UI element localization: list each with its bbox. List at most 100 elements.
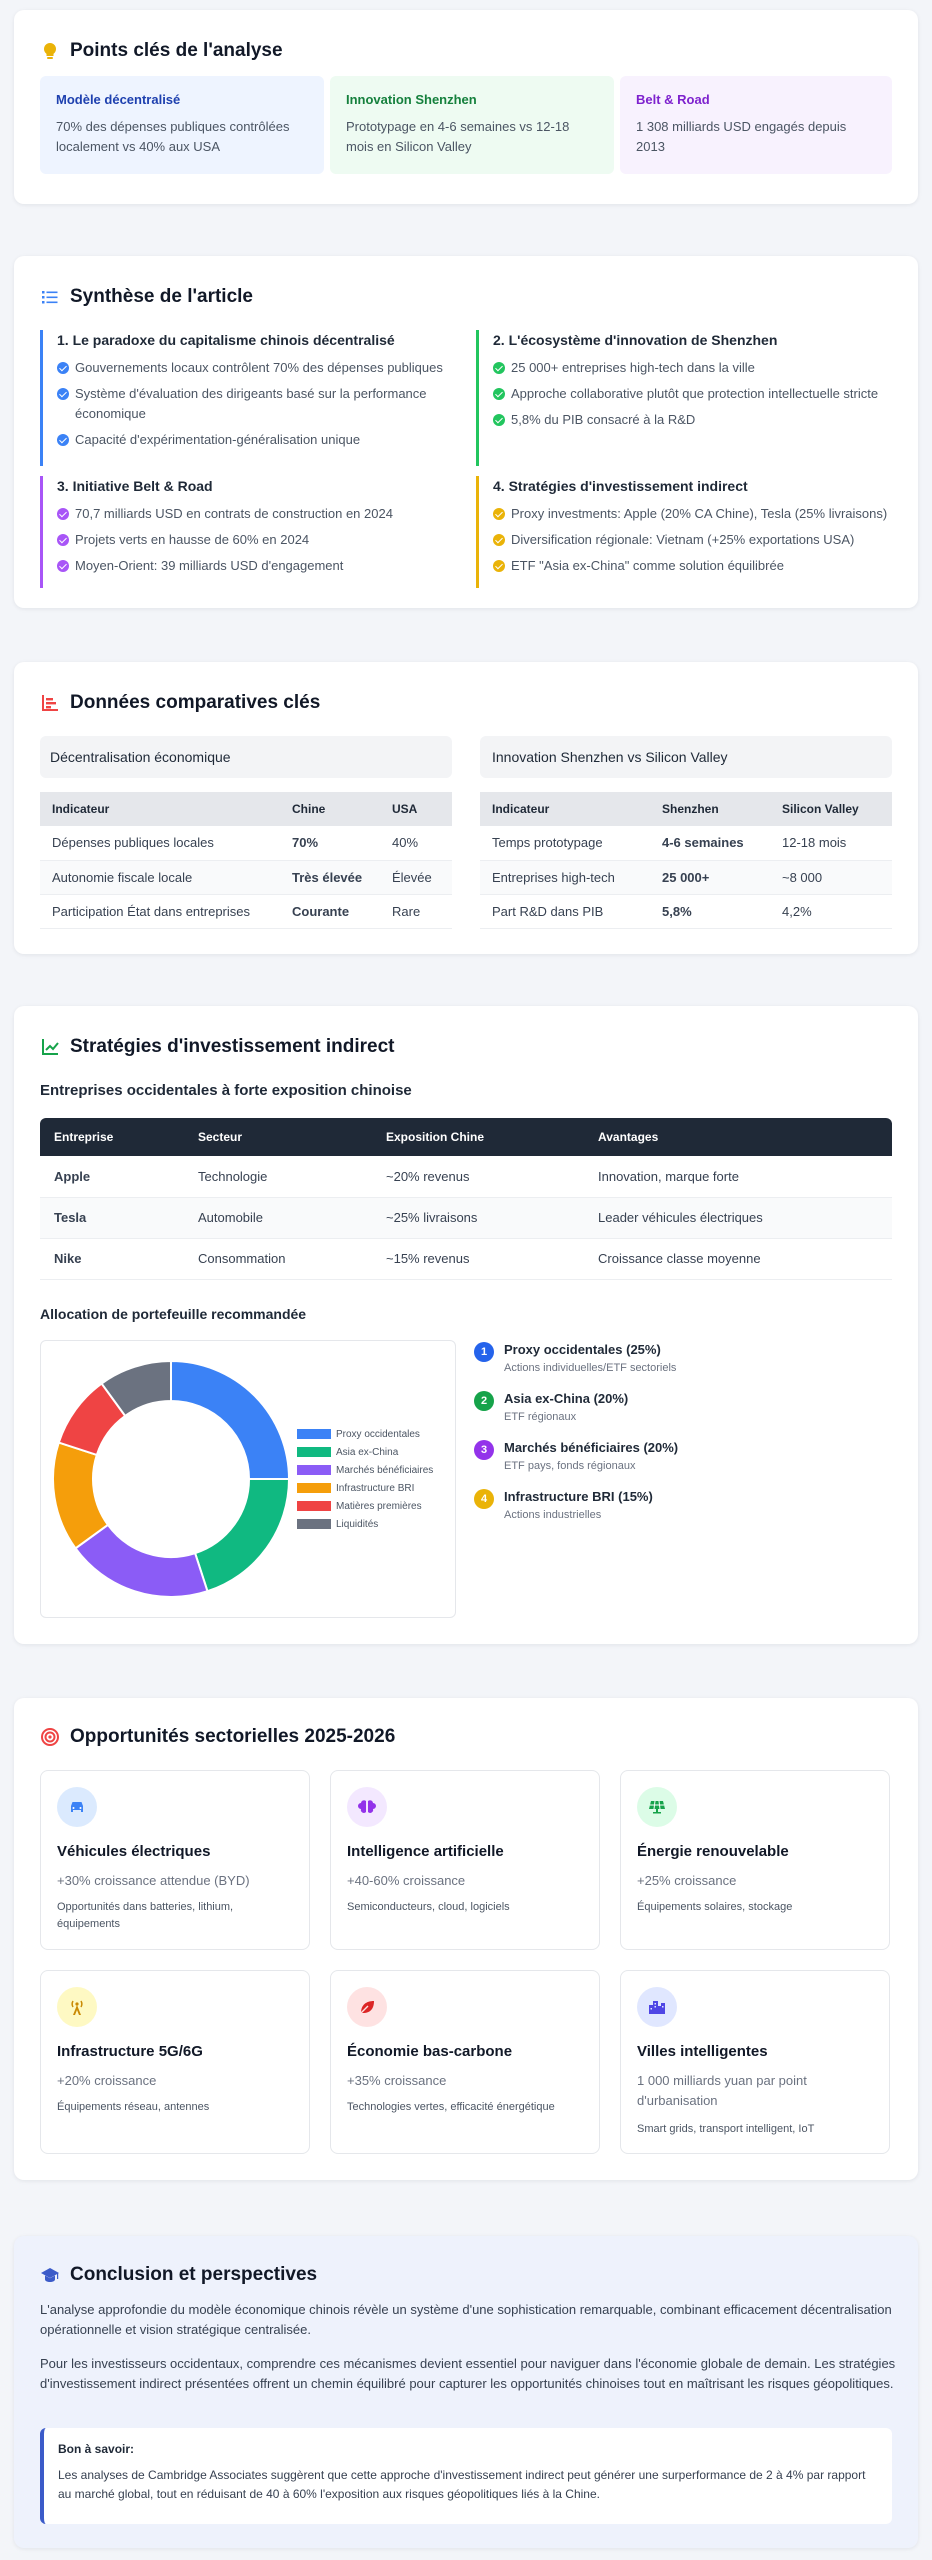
list-item: Moyen-Orient: 39 milliards USD d'engagem… [57,556,452,576]
table-header-row: Indicateur Shenzhen Silicon Valley [480,792,892,826]
table-cell: Autonomie fiscale locale [40,860,280,895]
allocation-item-title: Asia ex-China (20%) [504,1391,629,1406]
list-item: 70,7 milliards USD en contrats de constr… [57,504,452,524]
check-icon [493,508,505,520]
legend-item[interactable]: Asia ex-China [297,1443,433,1461]
key-points-card: Points clés de l'analyse Modèle décentra… [14,10,918,204]
table-cell: ~15% revenus [372,1238,584,1280]
legend-swatch [297,1447,331,1457]
list-item: Approche collaborative plutôt que protec… [493,384,888,404]
column-header: USA [380,792,452,826]
allocation-item-title: Marchés bénéficiaires (20%) [504,1440,679,1455]
synthesis-section-shenzhen: 2. L'écosystème d'innovation de Shenzhen… [476,330,888,466]
table-cell: Temps prototypage [480,826,650,861]
list-item: Gouvernements locaux contrôlent 70% des … [57,358,452,378]
section-title: 3. Initiative Belt & Road [57,478,213,494]
legend-label: Matières premières [336,1500,422,1512]
key-point-shenzhen: Innovation Shenzhen Prototypage en 4-6 s… [330,76,614,174]
legend-item[interactable]: Marchés bénéficiaires [297,1461,433,1479]
opportunity-icon-wrap [347,1987,387,2027]
opportunity-growth: +30% croissance attendue (BYD) [57,1873,250,1888]
strategies-header: Stratégies d'investissement indirect [40,1036,394,1058]
allocation-item-desc: ETF régionaux [504,1411,577,1423]
legend-swatch [297,1501,331,1511]
table-cell: Part R&D dans PIB [480,894,650,929]
allocation-chart-container: Proxy occidentales Asia ex-China Marchés b… [40,1340,456,1618]
key-point-text: Prototypage en 4-6 semaines vs 12-18 moi… [346,119,570,154]
table-cell: Rare [380,894,452,929]
list-item: Projets verts en hausse de 60% en 2024 [57,530,452,550]
opportunity-title: Véhicules électriques [57,1843,211,1860]
leaf-icon [359,2001,374,2015]
step-number: 3 [474,1440,494,1460]
column-header: Chine [280,792,380,826]
check-icon [57,388,69,400]
opportunity-card: Intelligence artificielle +40-60% croiss… [330,1770,600,1950]
opportunity-icon-wrap [57,1987,97,2027]
allocation-item-title: Proxy occidentales (25%) [504,1342,661,1357]
table-cell: Tesla [40,1197,184,1239]
table-cell: Participation État dans entreprises [40,894,280,929]
check-icon [57,560,69,572]
table-row: Autonomie fiscale locale Très élevée Élevé… [40,860,452,895]
broadcast-tower-icon [71,2000,83,2015]
list-item: 25 000+ entreprises high-tech dans la vi… [493,358,888,378]
opportunity-title: Infrastructure 5G/6G [57,2043,203,2060]
opportunity-title: Intelligence artificielle [347,1843,504,1860]
table-row: Part R&D dans PIB 5,8% 4,2% [480,894,892,929]
allocation-donut-chart [52,1359,291,1598]
donut-slice-march-s-b-n-ficiaires[interactable] [74,1523,209,1598]
step-number: 1 [474,1342,494,1362]
column-header: Secteur [184,1118,372,1156]
opportunity-detail: Smart grids, transport intelligent, IoT [637,2123,815,2135]
table-row: Nike Consommation ~15% revenus Croissance c… [40,1238,892,1280]
legend-item[interactable]: Matières premières [297,1497,433,1515]
table-row: Temps prototypage 4-6 semaines 12-18 mois [480,826,892,861]
legend-item[interactable]: Infrastructure BRI [297,1479,433,1497]
legend-label: Infrastructure BRI [336,1482,415,1494]
list-item: Proxy investments: Apple (20% CA Chine),… [493,504,888,524]
chart-line-icon [42,1039,59,1055]
table-row: Entreprises high-tech 25 000+ ~8 000 [480,860,892,895]
table-cell: Dépenses publiques locales [40,826,280,861]
donut-slice-liquidit-s[interactable] [100,1359,172,1418]
opportunity-icon-wrap [57,1787,97,1827]
check-icon [493,388,505,400]
opportunity-detail: Équipements solaires, stockage [637,1901,793,1913]
table-cell: Leader véhicules électriques [584,1197,892,1239]
opportunities-header: Opportunités sectorielles 2025-2026 [40,1726,395,1748]
donut-slice-asia-ex-china[interactable] [193,1478,291,1593]
opportunity-detail: Équipements réseau, antennes [57,2101,210,2113]
legend-item[interactable]: Proxy occidentales [297,1425,433,1443]
list-item: ETF "Asia ex-China" comme solution équil… [493,556,888,576]
column-header: Exposition Chine [372,1118,584,1156]
section-title: 2. L'écosystème d'innovation de Shenzhen [493,332,778,348]
lightbulb-icon [43,42,57,59]
table-cell: Croissance classe moyenne [584,1238,892,1280]
comparative-card: Données comparatives clés Décentralisati… [14,662,918,954]
key-points-title: Points clés de l'analyse [70,40,283,61]
key-point-title: Belt & Road [636,92,710,107]
check-icon [493,534,505,546]
opportunity-title: Villes intelligentes [637,2043,768,2060]
opportunity-icon-wrap [637,1987,677,2027]
check-icon [493,560,505,572]
shenzhen-heading: Innovation Shenzhen vs Silicon Valley [480,736,892,778]
city-icon [649,2001,665,2014]
conclusion-header: Conclusion et perspectives [40,2264,317,2286]
section-title: 4. Stratégies d'investissement indirect [493,478,748,494]
table-cell: Automobile [184,1197,372,1239]
comparative-header: Données comparatives clés [40,692,320,714]
column-header: Indicateur [480,792,650,826]
table-cell: 40% [380,826,452,861]
donut-slice-proxy-occidentales[interactable] [170,1359,291,1480]
comparative-title: Données comparatives clés [70,692,321,713]
check-icon [57,362,69,374]
check-icon [493,362,505,374]
allocation-legend: Proxy occidentales Asia ex-China Marchés b… [297,1425,433,1533]
legend-swatch [297,1483,331,1493]
conclusion-card: Conclusion et perspectives L'analyse app… [14,2236,918,2548]
conclusion-paragraph-1: L'analyse approfondie du modèle économiq… [40,2302,892,2337]
legend-label: Asia ex-China [336,1446,399,1458]
legend-item[interactable]: Liquidités [297,1515,433,1533]
